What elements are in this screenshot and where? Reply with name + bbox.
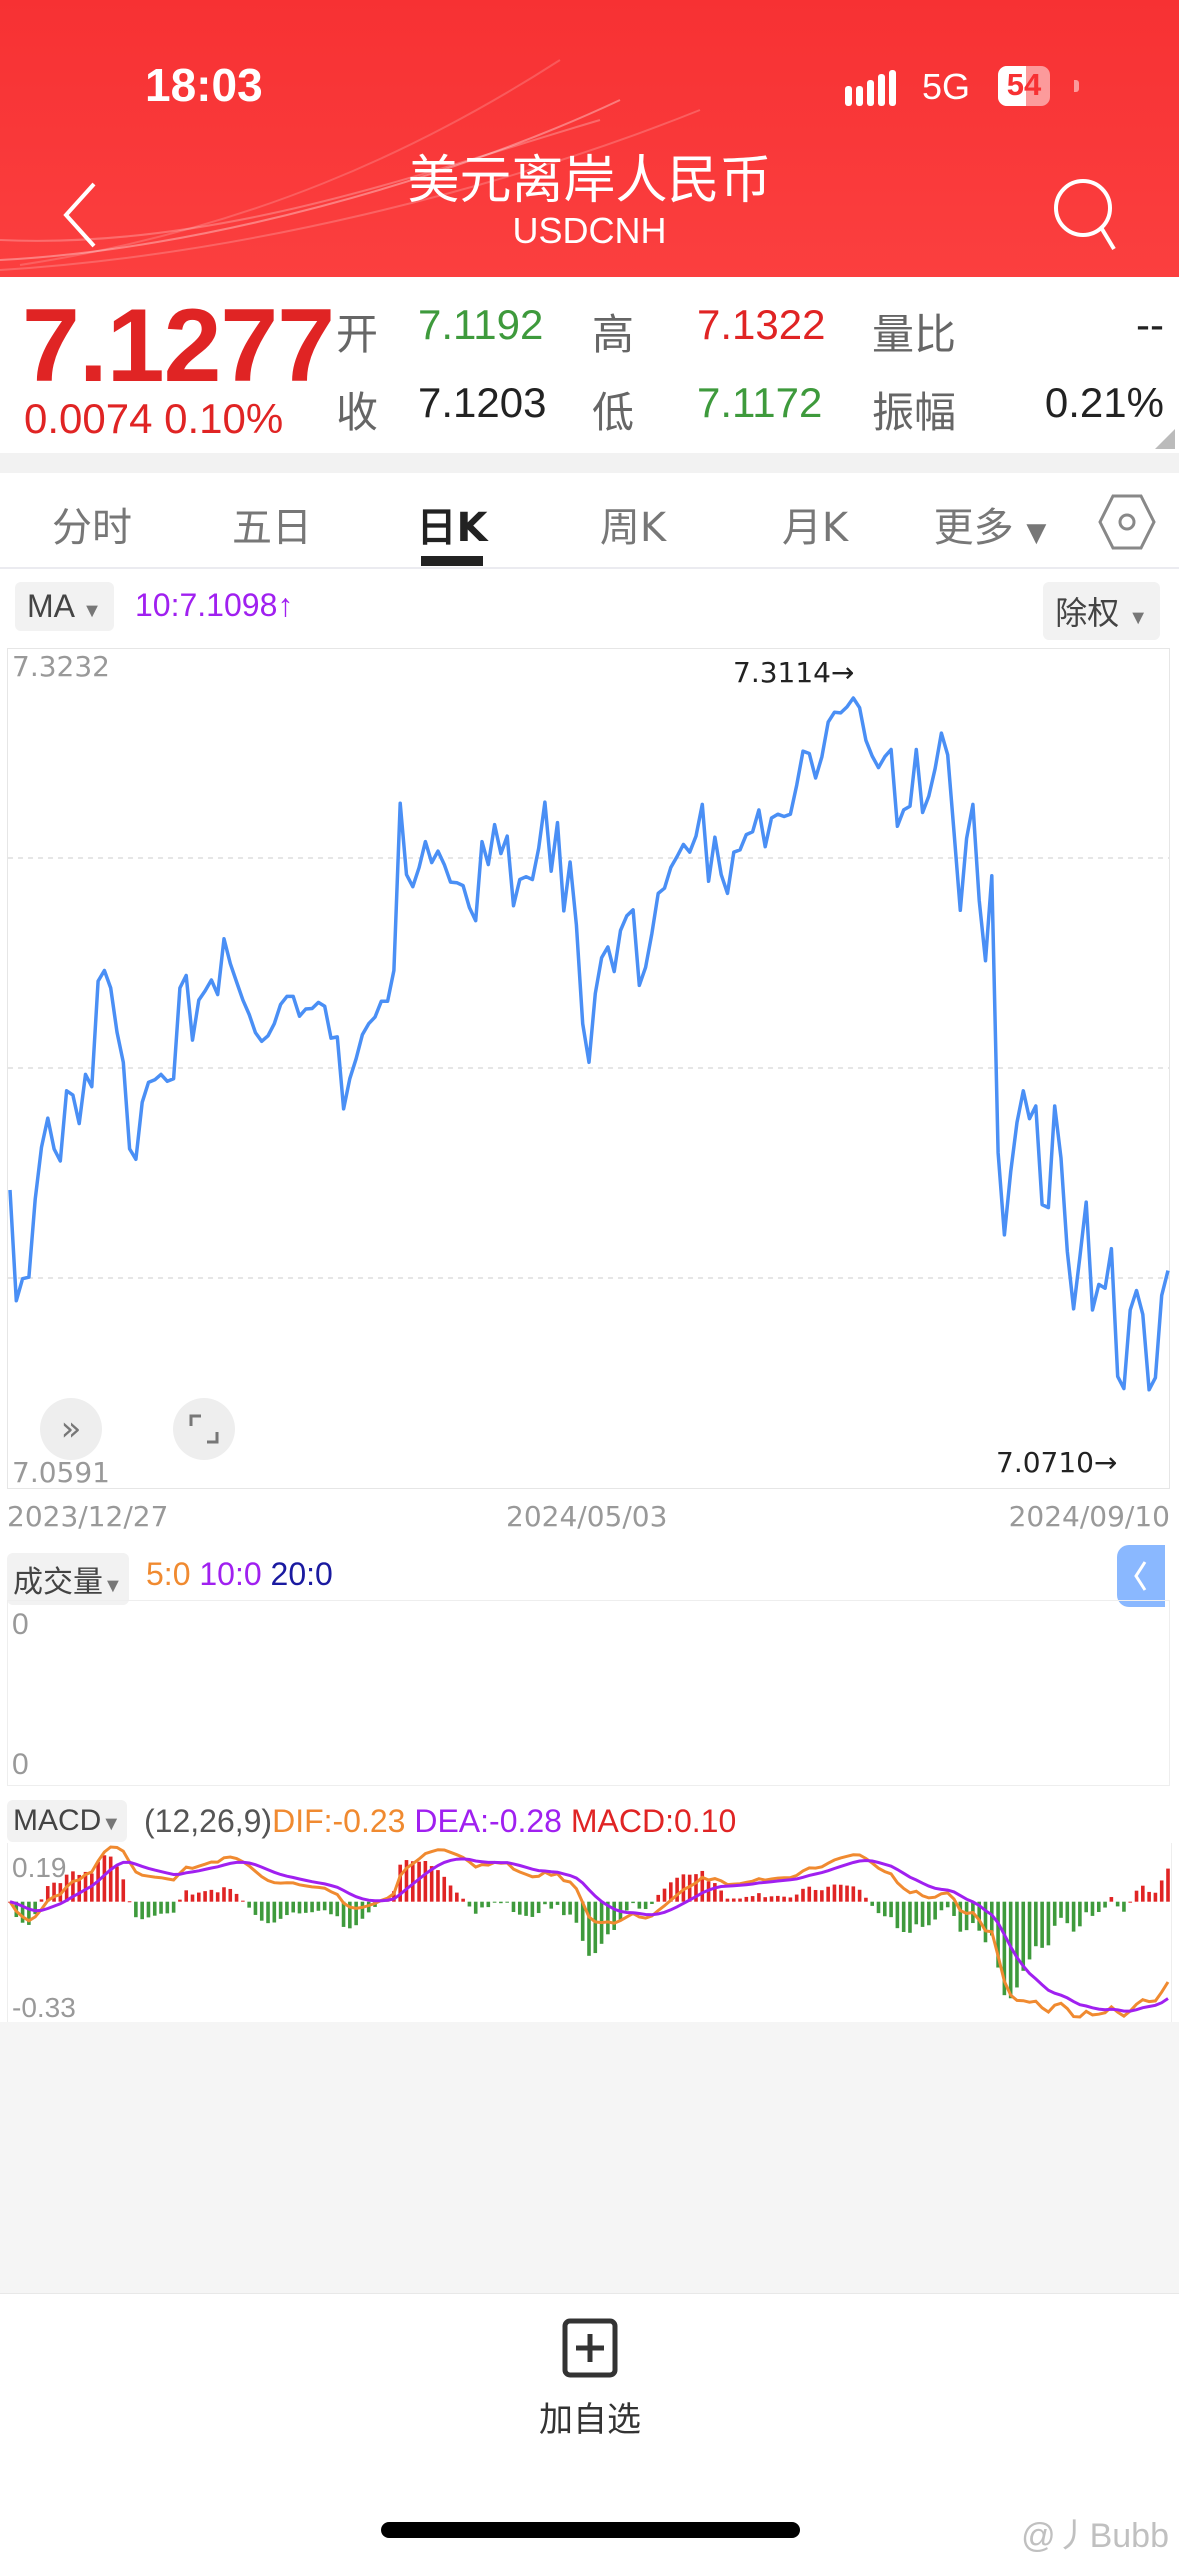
- volume-top-label: 0: [12, 1608, 29, 1641]
- price-change: 0.0074 0.10%: [24, 395, 283, 443]
- chevron-left-icon: [63, 182, 96, 248]
- add-watchlist-label: 加自选: [539, 2400, 641, 2440]
- quote-panel: 7.1277 0.0074 0.10% 开 7.1192 高 7.1322 量比…: [0, 277, 1179, 453]
- price-chart[interactable]: [7, 648, 1170, 1489]
- dropdown-icon: ▼: [103, 1575, 123, 1597]
- battery-icon: 54: [998, 66, 1050, 106]
- ma-label: MA: [27, 588, 74, 624]
- divider: [0, 453, 1179, 473]
- signal-icon: [845, 70, 896, 106]
- dropdown-icon: ▼: [1128, 607, 1148, 629]
- double-chevron-right-icon: »: [60, 1409, 82, 1449]
- plus-square-icon: [562, 2318, 618, 2378]
- prev-close-value: 7.1203: [418, 379, 547, 426]
- tab-weekly-k[interactable]: 周K: [599, 505, 667, 551]
- macd-dif: DIF:-0.23: [272, 1803, 406, 1839]
- close-label: 收: [336, 388, 379, 437]
- high-value: 7.1322: [697, 301, 826, 348]
- volume-bottom-label: 0: [12, 1748, 29, 1781]
- macd-chart[interactable]: [7, 1843, 1172, 2023]
- macd-value: MACD:0.10: [570, 1803, 737, 1839]
- tab-intraday[interactable]: 分时: [52, 505, 132, 551]
- ma-value-text: 10:7.1098: [135, 587, 278, 623]
- search-icon: [1054, 179, 1112, 237]
- search-button[interactable]: [1050, 175, 1122, 255]
- open-label: 开: [336, 310, 379, 359]
- tab-five-day[interactable]: 五日: [232, 505, 312, 551]
- volume-ma-values: 5:0 10:0 20:0: [146, 1556, 333, 1593]
- adjust-label: 除权: [1055, 595, 1120, 631]
- header-decoration: [0, 59, 701, 271]
- arrow-up-icon: ↑: [277, 587, 294, 623]
- adjust-dropdown[interactable]: 除权 ▼: [1043, 582, 1160, 640]
- x-axis-label-mid: 2024/05/03: [506, 1500, 668, 1533]
- dropdown-icon: ▼: [101, 1813, 122, 1835]
- change-value: 0.0074: [24, 395, 153, 442]
- last-price: 7.1277: [22, 288, 335, 404]
- x-axis-label-start: 2023/12/27: [7, 1500, 169, 1533]
- fullscreen-icon: [189, 1414, 219, 1444]
- dropdown-icon: ▼: [82, 600, 102, 622]
- ma-dropdown[interactable]: MA ▼: [15, 582, 114, 631]
- watermark: @丿Bubb: [1021, 2517, 1169, 2555]
- volume-ma10: 10:0: [199, 1556, 262, 1592]
- tab-monthly-k[interactable]: 月K: [781, 505, 849, 551]
- macd-dea: DEA:-0.28: [414, 1803, 562, 1839]
- macd-dropdown[interactable]: MACD▼: [7, 1800, 128, 1842]
- tab-more-label: 更多: [933, 505, 1014, 551]
- macd-values: (12,26,9)DIF:-0.23 DEA:-0.28 MACD:0.10: [144, 1803, 736, 1840]
- chevron-down-icon: ▼: [1026, 518, 1047, 548]
- volume-dropdown[interactable]: 成交量▼: [7, 1553, 129, 1605]
- hexagon-settings-icon: [1098, 494, 1156, 550]
- volume-chart[interactable]: [7, 1600, 1170, 1786]
- macd-label: MACD: [13, 1804, 102, 1837]
- low-value: 7.1172: [697, 379, 823, 426]
- tab-daily-k[interactable]: 日K: [416, 505, 488, 551]
- volume-ratio-value: --: [1136, 301, 1164, 348]
- home-indicator[interactable]: [381, 2522, 800, 2538]
- volume-label: 成交量: [13, 1566, 103, 1599]
- macd-params: (12,26,9): [144, 1803, 273, 1839]
- chevron-left-icon: [1134, 1561, 1147, 1591]
- open-value: 7.1192: [418, 301, 544, 348]
- battery-level: [998, 66, 1027, 106]
- macd-bottom-label: -0.33: [12, 1992, 76, 2023]
- app-header: 18:03 5G 54 美元离岸人民币 USDCNH: [0, 0, 1179, 277]
- volume-ma5: 5:0: [146, 1556, 191, 1592]
- low-label: 低: [592, 388, 635, 437]
- status-time: 18:03: [145, 59, 263, 111]
- macd-top-label: 0.19: [12, 1852, 67, 1883]
- volume-ma20: 20:0: [270, 1556, 333, 1592]
- y-axis-min-label: 7.0591: [12, 1456, 110, 1489]
- add-watchlist-button[interactable]: 加自选: [520, 2310, 660, 2440]
- expand-corner-icon[interactable]: [1155, 429, 1175, 449]
- expand-chart-button[interactable]: »: [40, 1398, 102, 1460]
- battery-cap: [1074, 80, 1079, 92]
- x-axis-label-end: 2024/09/10: [1008, 1500, 1170, 1533]
- empty-area: [0, 2022, 1179, 2294]
- settings-button[interactable]: [1098, 493, 1156, 551]
- amplitude-label: 振幅: [872, 388, 957, 437]
- battery-percent: 54: [1006, 67, 1042, 102]
- min-price-marker: 7.0710→: [996, 1446, 1118, 1479]
- page-title: 美元离岸人民币: [407, 151, 772, 211]
- tab-more[interactable]: 更多 ▼: [934, 495, 1047, 553]
- y-axis-max-label: 7.3232: [12, 650, 110, 683]
- amplitude-value: 0.21%: [1044, 379, 1164, 426]
- page-subtitle: USDCNH: [512, 210, 667, 251]
- fullscreen-button[interactable]: [173, 1398, 235, 1460]
- period-tabs: 分时 五日 日K 周K 月K 更多 ▼: [0, 473, 1179, 569]
- side-panel-toggle[interactable]: [1117, 1545, 1165, 1607]
- change-percent: 0.10%: [164, 395, 284, 442]
- high-label: 高: [592, 310, 635, 359]
- active-tab-indicator: [421, 556, 483, 566]
- volume-ratio-label: 量比: [872, 310, 957, 359]
- network-type: 5G: [922, 66, 971, 107]
- max-price-marker: 7.3114→: [733, 656, 855, 689]
- ma-value: 10:7.1098↑: [135, 587, 293, 624]
- back-button[interactable]: [58, 180, 108, 250]
